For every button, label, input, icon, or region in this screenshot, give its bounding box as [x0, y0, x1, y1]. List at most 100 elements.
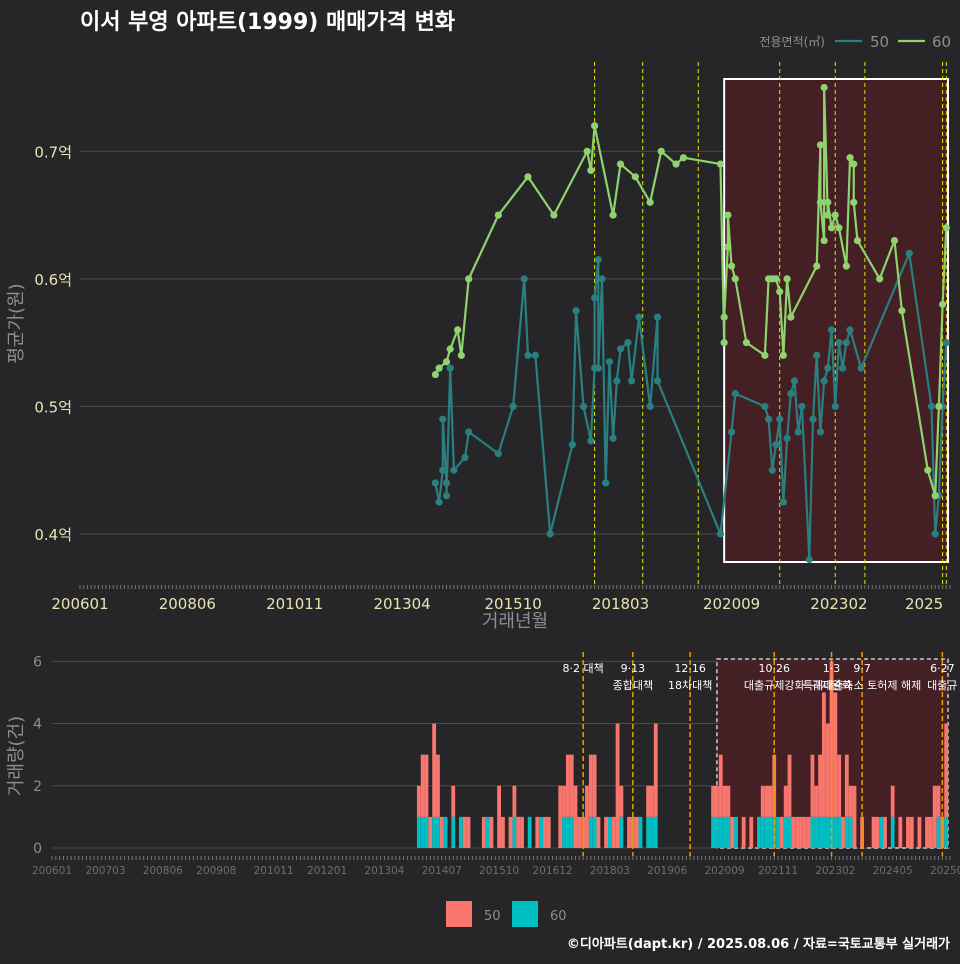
bar-60	[653, 816, 658, 848]
bar-50	[825, 723, 830, 817]
data-point-50	[465, 428, 473, 436]
data-point-60	[827, 224, 836, 232]
data-point-50	[779, 498, 788, 506]
bar-50	[925, 816, 929, 848]
bar-50	[795, 816, 800, 848]
bar-50	[906, 816, 910, 848]
bar-50	[596, 816, 601, 848]
x-tick-label: 201510	[485, 595, 542, 613]
bar-60	[436, 816, 440, 848]
bar-50	[569, 754, 574, 817]
x-tick-label: 202508	[930, 865, 960, 877]
data-point-50	[494, 450, 502, 458]
data-point-50	[598, 275, 606, 283]
bar-60	[592, 816, 597, 848]
bar-60	[569, 816, 574, 848]
bar-50	[760, 785, 765, 817]
data-point-50	[431, 479, 440, 487]
bar-60	[711, 816, 715, 848]
bar-50	[783, 785, 788, 817]
data-point-60	[616, 160, 625, 168]
data-point-60	[454, 326, 462, 334]
bar-60	[527, 816, 532, 848]
bar-50	[722, 785, 727, 817]
bar-60	[936, 816, 941, 848]
bar-60	[821, 816, 826, 848]
bar-60	[726, 816, 731, 848]
bar-60	[443, 816, 448, 848]
bar-60	[432, 816, 437, 848]
data-point-50	[942, 339, 950, 347]
data-point-60	[724, 243, 732, 251]
bar-50	[520, 816, 524, 848]
data-point-60	[716, 160, 725, 168]
event-annotation: 대출규제강화	[744, 679, 805, 692]
data-point-60	[831, 211, 839, 219]
data-point-50	[761, 402, 769, 411]
bar-50	[799, 816, 803, 848]
bar-50	[852, 785, 857, 848]
data-point-50	[450, 466, 458, 474]
bar-50	[802, 816, 807, 848]
legend-label-50: 50	[870, 33, 889, 51]
x-tick-label: 200703	[85, 865, 125, 877]
data-point-60	[524, 173, 532, 181]
data-point-60	[583, 147, 591, 155]
event-annotation: 18차대책	[668, 679, 712, 692]
y-tick-label: 4	[33, 717, 42, 733]
bar-50	[516, 816, 521, 848]
data-point-60	[761, 351, 769, 359]
data-point-50	[772, 441, 780, 449]
bar-60	[458, 816, 463, 848]
bar-60	[810, 816, 815, 848]
bar-50	[565, 754, 570, 817]
data-point-60	[631, 173, 639, 181]
bar-50	[890, 785, 895, 817]
data-point-60	[846, 154, 854, 162]
data-point-60	[727, 262, 736, 270]
data-point-50	[787, 390, 795, 398]
event-annotation: 종합대책	[613, 679, 653, 692]
x-tick-label: 201510	[479, 865, 519, 877]
y-axis-title: 거래량(건)	[6, 716, 27, 796]
legend: 50 60	[446, 901, 567, 927]
bar-50	[810, 754, 815, 817]
bar-50	[764, 785, 769, 817]
volume-chart: 0 2 4 6 8·2 대책 9·13 종합대책 12·16 18차대책 10·26 대출규제강화 1…	[6, 652, 960, 927]
x-tick-label: 202009	[703, 595, 760, 613]
data-point-50	[805, 555, 813, 564]
data-point-50	[905, 249, 913, 257]
bar-50	[932, 785, 937, 848]
data-point-60	[646, 198, 654, 206]
bar-50	[718, 754, 723, 817]
data-point-50	[776, 415, 784, 423]
bar-50	[432, 723, 437, 817]
bar-50	[944, 723, 949, 817]
bar-60	[787, 816, 792, 848]
data-point-50	[446, 364, 454, 372]
data-point-50	[809, 415, 817, 423]
x-tick-label: 201612	[533, 865, 573, 877]
data-point-50	[831, 402, 839, 411]
bar-60	[619, 816, 624, 848]
data-point-50	[839, 364, 847, 372]
bar-50	[730, 816, 735, 848]
bar-50	[772, 754, 777, 817]
bar-50	[883, 816, 887, 848]
data-point-50	[602, 479, 610, 487]
data-point-50	[835, 339, 843, 347]
bar-50	[875, 816, 880, 848]
data-point-60	[820, 83, 828, 92]
data-point-50	[790, 377, 799, 385]
data-point-60	[783, 275, 791, 283]
data-point-60	[776, 288, 784, 296]
x-axis-title: 거래년월	[482, 611, 548, 632]
data-point-50	[727, 428, 736, 436]
data-point-50	[646, 402, 654, 411]
data-point-60	[816, 198, 825, 206]
bar-50	[546, 816, 551, 848]
x-tick-label: 200806	[159, 595, 216, 613]
bar-50	[627, 816, 631, 848]
